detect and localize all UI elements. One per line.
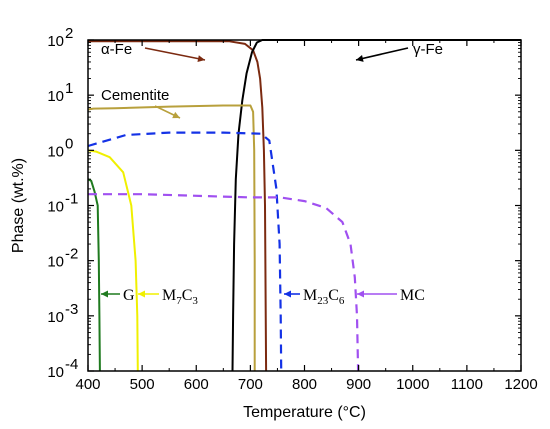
annotation-label-mc: MC <box>400 287 425 304</box>
annotation-label-alpha: α-Fe <box>101 41 132 58</box>
y-tick-label: 10 <box>47 309 64 326</box>
annotation-label-g: G <box>123 287 135 304</box>
y-tick-exponent: 1 <box>65 80 73 97</box>
y-tick-exponent: -2 <box>65 246 78 263</box>
series-line-alpha <box>88 40 268 372</box>
x-tick-label: 400 <box>75 376 100 393</box>
annotation-arrow-gamma <box>355 47 409 61</box>
annotation-label-gamma: γ-Fe <box>413 41 443 58</box>
x-tick-label: 700 <box>238 376 263 393</box>
series-line-m23c6 <box>87 131 283 372</box>
series-line-gamma <box>231 39 521 372</box>
y-axis-title: Phase (wt.%) <box>10 158 27 253</box>
y-tick-label: 10 <box>47 143 64 160</box>
x-tick-label: 900 <box>346 376 371 393</box>
axes: 400 500 600 700 800 900 1000 1100 120010-410-310… <box>47 25 537 393</box>
x-tick-label: 500 <box>130 376 155 393</box>
series-line-m7c3 <box>87 149 139 372</box>
annotation-labels: α-Fe γ-Fe Cementite G M7C3 M23C6 MC <box>101 41 443 307</box>
y-tick-exponent: -3 <box>65 301 78 318</box>
annotation-arrowhead-alpha <box>197 55 205 63</box>
y-tick-label: 10 <box>47 254 64 271</box>
annotation-label-m7c3: M7C3 <box>162 287 198 307</box>
y-tick-label: 10 <box>47 364 64 381</box>
series-line-g <box>87 178 101 372</box>
annotation-arrowhead-gamma <box>356 55 364 62</box>
y-tick-exponent: 2 <box>65 25 73 42</box>
y-tick-label: 10 <box>47 33 64 50</box>
x-tick-label: 800 <box>292 376 317 393</box>
annotation-arrowhead-mc <box>357 290 364 298</box>
annotation-arrowhead-cementite <box>172 111 180 119</box>
y-tick-label: 10 <box>47 88 64 105</box>
series-line-mc <box>88 193 360 372</box>
annotation-label-m23c6: M23C6 <box>303 287 345 307</box>
x-axis-title: Temperature (°C) <box>243 404 366 421</box>
x-tick-label: 1200 <box>504 376 537 393</box>
annotation-arrow-alpha <box>144 47 206 61</box>
y-tick-label: 10 <box>47 199 64 216</box>
annotation-arrowhead-m7c3 <box>138 290 145 298</box>
annotation-arrowhead-g <box>101 290 108 298</box>
y-tick-exponent: 0 <box>65 135 73 152</box>
annotation-label-cementite: Cementite <box>101 87 169 104</box>
annotation-arrows <box>101 47 409 298</box>
y-tick-exponent: -1 <box>65 191 78 208</box>
series-line-cementite <box>87 104 256 371</box>
x-tick-label: 1100 <box>451 376 483 393</box>
x-tick-label: 1000 <box>396 376 429 393</box>
series-layer <box>87 39 521 372</box>
y-tick-exponent: -4 <box>65 356 78 373</box>
x-tick-label: 600 <box>184 376 209 393</box>
annotation-arrowhead-m23c6 <box>284 290 291 298</box>
